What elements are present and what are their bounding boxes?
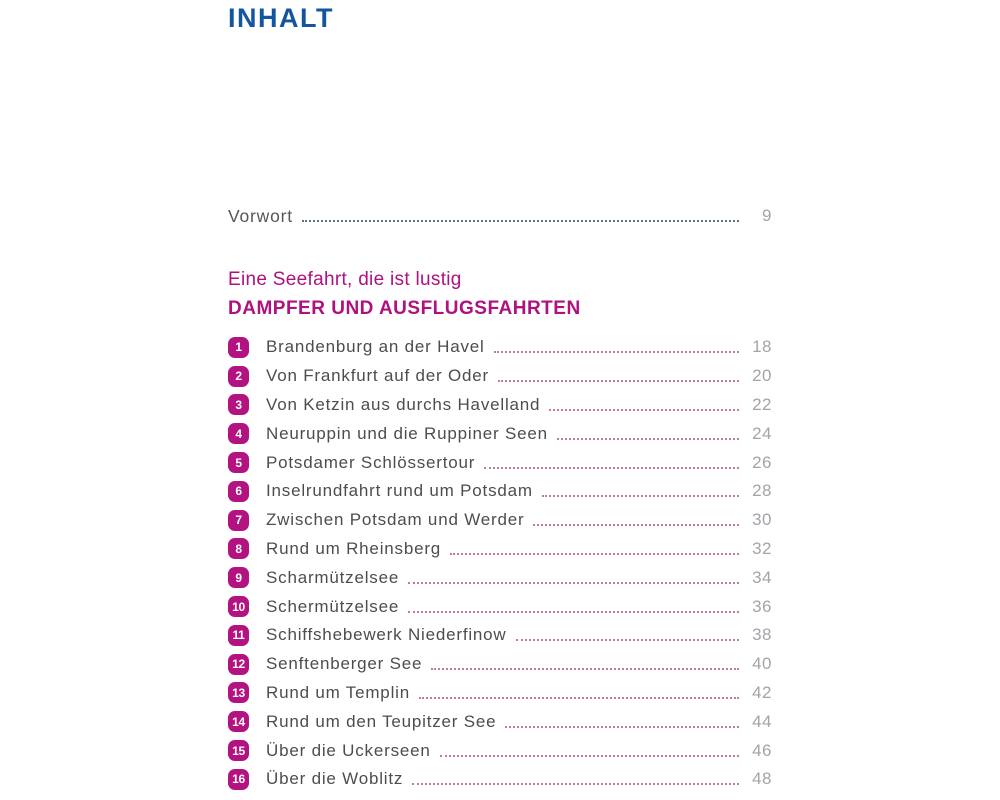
entry-number-badge: 15 — [228, 740, 249, 762]
entry-page-number: 48 — [752, 769, 772, 789]
dotted-leader — [431, 668, 739, 671]
entry-number-badge: 13 — [228, 682, 249, 704]
entry-label: Inselrundfahrt rund um Potsdam — [266, 481, 533, 501]
entry-page-number: 18 — [752, 337, 772, 357]
toc-entry-row: 1 Brandenburg an der Havel 18 — [228, 333, 772, 362]
entry-page-number: 24 — [752, 423, 772, 443]
entry-number-badge: 7 — [228, 509, 249, 531]
entry-number-badge: 11 — [228, 624, 249, 646]
entry-page-number: 28 — [752, 481, 772, 501]
entry-label: Von Frankfurt auf der Oder — [266, 366, 490, 386]
dotted-leader — [484, 466, 739, 469]
toc-entry-row: 3 Von Ketzin aus durchs Havelland 22 — [228, 391, 772, 420]
dotted-leader — [450, 552, 739, 555]
page-title: INHALT — [228, 3, 334, 33]
dotted-leader — [301, 220, 739, 222]
entry-page-number: 44 — [752, 711, 772, 731]
toc-entry-row: 7 Zwischen Potsdam und Werder 30 — [228, 506, 772, 535]
entry-number-badge: 14 — [228, 711, 249, 733]
toc-entry-row: 4 Neuruppin und die Ruppiner Seen 24 — [228, 419, 772, 448]
entry-page-number: 42 — [752, 682, 772, 702]
entry-label: Rund um den Teupitzer See — [266, 711, 497, 731]
toc-entry-row: 6 Inselrundfahrt rund um Potsdam 28 — [228, 477, 772, 506]
entry-number-badge: 9 — [228, 567, 249, 589]
toc-entry-row: 11 Schiffshebewerk Niederfinow 38 — [228, 621, 772, 650]
entry-label: Scharmützelsee — [266, 567, 400, 587]
entry-number-badge: 8 — [228, 538, 249, 560]
entry-label: Neuruppin und die Ruppiner Seen — [266, 423, 548, 443]
entry-label: Rund um Rheinsberg — [266, 538, 442, 558]
dotted-leader — [418, 696, 739, 699]
section-subtitle: Eine Seefahrt, die ist lustig — [228, 269, 462, 290]
entry-label: Potsdamer Schlössertour — [266, 452, 476, 472]
dotted-leader — [515, 639, 739, 642]
entry-label: Rund um Templin — [266, 682, 410, 702]
dotted-leader — [408, 581, 739, 584]
entry-number-badge: 5 — [228, 452, 249, 474]
toc-entry-row: 2 Von Frankfurt auf der Oder 20 — [228, 362, 772, 391]
entry-label: Über die Uckerseen — [266, 740, 431, 760]
entry-number-badge: 1 — [228, 336, 249, 358]
dotted-leader — [412, 783, 739, 786]
dotted-leader — [493, 351, 739, 354]
entry-page-number: 38 — [752, 625, 772, 645]
dotted-leader — [533, 524, 739, 527]
front-matter-label: Vorwort — [228, 205, 293, 226]
section-title: DAMPFER UND AUSFLUGSFAHRTEN — [228, 298, 581, 319]
toc-front-matter-row: Vorwort 9 — [228, 203, 772, 229]
entry-label: Von Ketzin aus durchs Havelland — [266, 394, 541, 414]
entry-page-number: 34 — [752, 567, 772, 587]
entry-page-number: 22 — [752, 394, 772, 414]
entry-page-number: 32 — [752, 538, 772, 558]
toc-entry-row: 10 Schermützelsee 36 — [228, 592, 772, 621]
entry-page-number: 40 — [752, 654, 772, 674]
entry-label: Schermützelsee — [266, 596, 400, 616]
entry-page-number: 30 — [752, 510, 772, 530]
front-matter-page-number: 9 — [762, 206, 772, 225]
toc-entry-row: 16 Über die Woblitz 48 — [228, 765, 772, 794]
toc-entry-list: 1 Brandenburg an der Havel 18 2 Von Fran… — [228, 333, 772, 794]
entry-number-badge: 10 — [228, 596, 249, 618]
entry-page-number: 46 — [752, 740, 772, 760]
toc-entry-row: 9 Scharmützelsee 34 — [228, 563, 772, 592]
dotted-leader — [549, 408, 739, 411]
toc-entry-row: 8 Rund um Rheinsberg 32 — [228, 535, 772, 564]
toc-entry-row: 15 Über die Uckerseen 46 — [228, 736, 772, 765]
toc-entry-row: 12 Senftenberger See 40 — [228, 650, 772, 679]
entry-number-badge: 6 — [228, 480, 249, 502]
entry-label: Schiffshebewerk Niederfinow — [266, 625, 507, 645]
entry-page-number: 36 — [752, 596, 772, 616]
section-heading: Eine Seefahrt, die ist lustig DAMPFER UN… — [228, 265, 772, 323]
entry-label: Zwischen Potsdam und Werder — [266, 510, 525, 530]
dotted-leader — [498, 380, 739, 383]
entry-number-badge: 3 — [228, 394, 249, 416]
toc-entry-row: 13 Rund um Templin 42 — [228, 679, 772, 708]
entry-label: Senftenberger See — [266, 654, 423, 674]
toc-entry-row: 5 Potsdamer Schlössertour 26 — [228, 448, 772, 477]
dotted-leader — [439, 754, 739, 757]
entry-page-number: 26 — [752, 452, 772, 472]
dotted-leader — [408, 610, 739, 613]
dotted-leader — [505, 725, 739, 728]
entry-number-badge: 4 — [228, 423, 249, 445]
entry-number-badge: 16 — [228, 768, 249, 790]
dotted-leader — [556, 437, 739, 440]
entry-label: Brandenburg an der Havel — [266, 337, 485, 357]
entry-number-badge: 2 — [228, 365, 249, 387]
entry-page-number: 20 — [752, 366, 772, 386]
toc-entry-row: 14 Rund um den Teupitzer See 44 — [228, 707, 772, 736]
dotted-leader — [541, 495, 739, 498]
entry-number-badge: 12 — [228, 653, 249, 675]
entry-label: Über die Woblitz — [266, 769, 404, 789]
